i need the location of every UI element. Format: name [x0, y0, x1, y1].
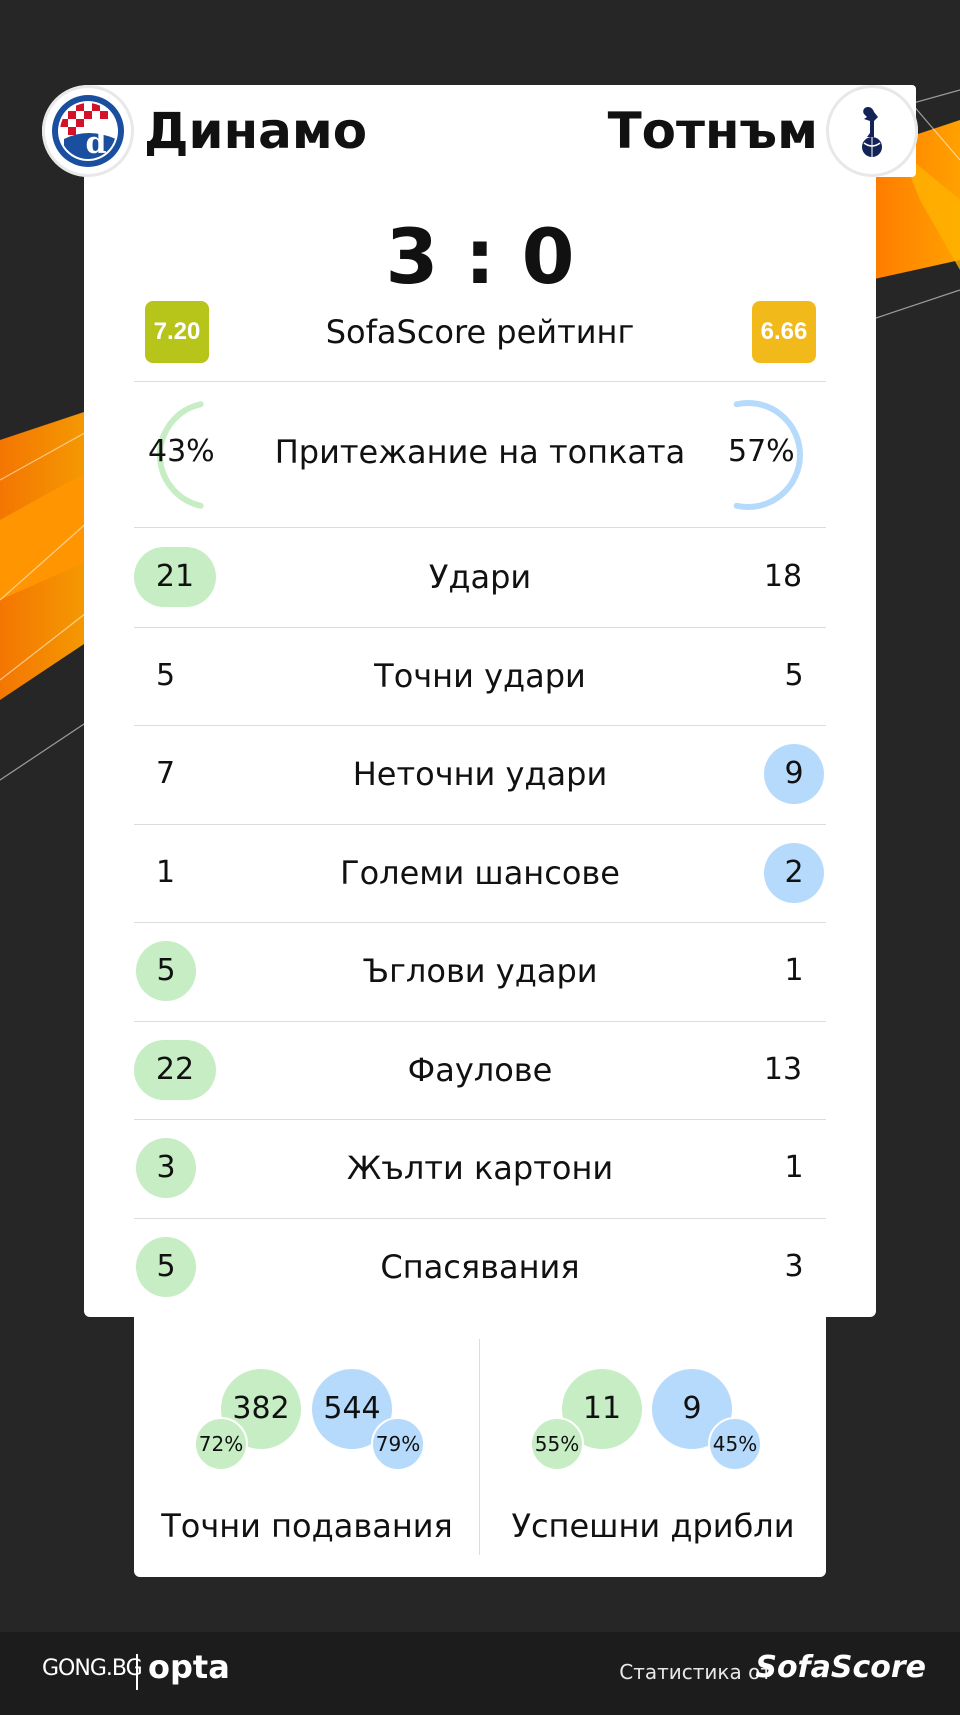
dinamo-crest-icon: d [52, 95, 124, 167]
stat-label: Удари [428, 558, 532, 597]
home-team-logo: d [42, 85, 134, 177]
divider [134, 381, 826, 382]
team-header-bar [44, 85, 916, 177]
stat-label: Неточни удари [352, 755, 608, 794]
stat-label: Фаулове [407, 1050, 553, 1089]
away-stat-value: 13 [763, 1051, 803, 1087]
home-passes-pct: 72% [194, 1417, 248, 1471]
match-score: 3 : 0 [385, 212, 575, 301]
divider [134, 1217, 826, 1219]
home-stat-value: 5 [136, 941, 196, 1002]
stat-label: Точни удари [374, 656, 586, 695]
divider [134, 527, 826, 528]
stats-by-label: Статистика от [619, 1660, 772, 1684]
home-possession-value: 43% [148, 434, 215, 469]
away-stat-value: 18 [763, 559, 803, 595]
home-rating-badge: 7.20 [145, 301, 209, 363]
home-stat-value: 21 [134, 547, 216, 608]
divider [134, 823, 826, 825]
home-stat-value: 5 [156, 657, 176, 693]
dribbles-label: Успешни дрибли [511, 1507, 795, 1545]
away-stat-value: 9 [764, 744, 824, 805]
home-possession-arc [157, 401, 204, 509]
stat-label: Жълти картони [346, 1149, 614, 1188]
home-stat-value: 1 [156, 854, 176, 890]
opta-logo: opta [148, 1648, 230, 1686]
sofascore-logo: SofaScore [755, 1650, 926, 1685]
away-stat-value: 1 [784, 953, 804, 989]
away-team-logo [826, 85, 918, 177]
away-possession-arc [733, 400, 803, 510]
stat-label: Големи шансове [340, 853, 620, 892]
away-stat-value: 1 [784, 1150, 804, 1186]
possession-label: Притежание на топката [274, 433, 686, 471]
away-rating-badge: 6.66 [752, 301, 816, 363]
home-stat-value: 22 [134, 1039, 216, 1100]
home-team-name: Динамо [144, 102, 368, 160]
svg-text:d: d [86, 126, 107, 161]
vertical-divider [479, 1339, 480, 1555]
divider [134, 626, 826, 628]
away-stat-value: 3 [784, 1248, 804, 1284]
away-team-name: Тотнъм [607, 102, 818, 160]
away-stat-value: 2 [764, 842, 824, 903]
footer: GONG.BG opta Статистика от SofaScore [0, 1632, 960, 1715]
away-stat-value: 5 [784, 657, 804, 693]
home-stat-value: 7 [156, 756, 176, 792]
divider [134, 1020, 826, 1022]
tottenham-crest-icon [836, 95, 908, 167]
footer-separator [136, 1654, 138, 1690]
divider [134, 1119, 826, 1120]
away-passes-pct: 79% [371, 1417, 425, 1471]
stats-card: 3 : 0 7.20 SofaScore рейтинг 6.66 43% Пр… [84, 177, 876, 1317]
passes-dribbles-card: 382 72% 544 79% Точни подавания 11 55% 9… [134, 1317, 826, 1577]
passes-label: Точни подавания [161, 1507, 453, 1545]
divider [134, 922, 826, 923]
stat-label: Ъглови удари [362, 952, 598, 991]
away-dribbles-pct: 45% [708, 1417, 762, 1471]
rating-label: SofaScore рейтинг [325, 313, 635, 351]
home-dribbles-pct: 55% [530, 1417, 584, 1471]
home-stat-value: 5 [136, 1236, 196, 1297]
home-stat-value: 3 [136, 1138, 196, 1199]
stat-label: Спасявания [380, 1247, 580, 1286]
gong-logo: GONG.BG [42, 1656, 143, 1681]
away-possession-value: 57% [728, 434, 795, 469]
divider [134, 725, 826, 726]
